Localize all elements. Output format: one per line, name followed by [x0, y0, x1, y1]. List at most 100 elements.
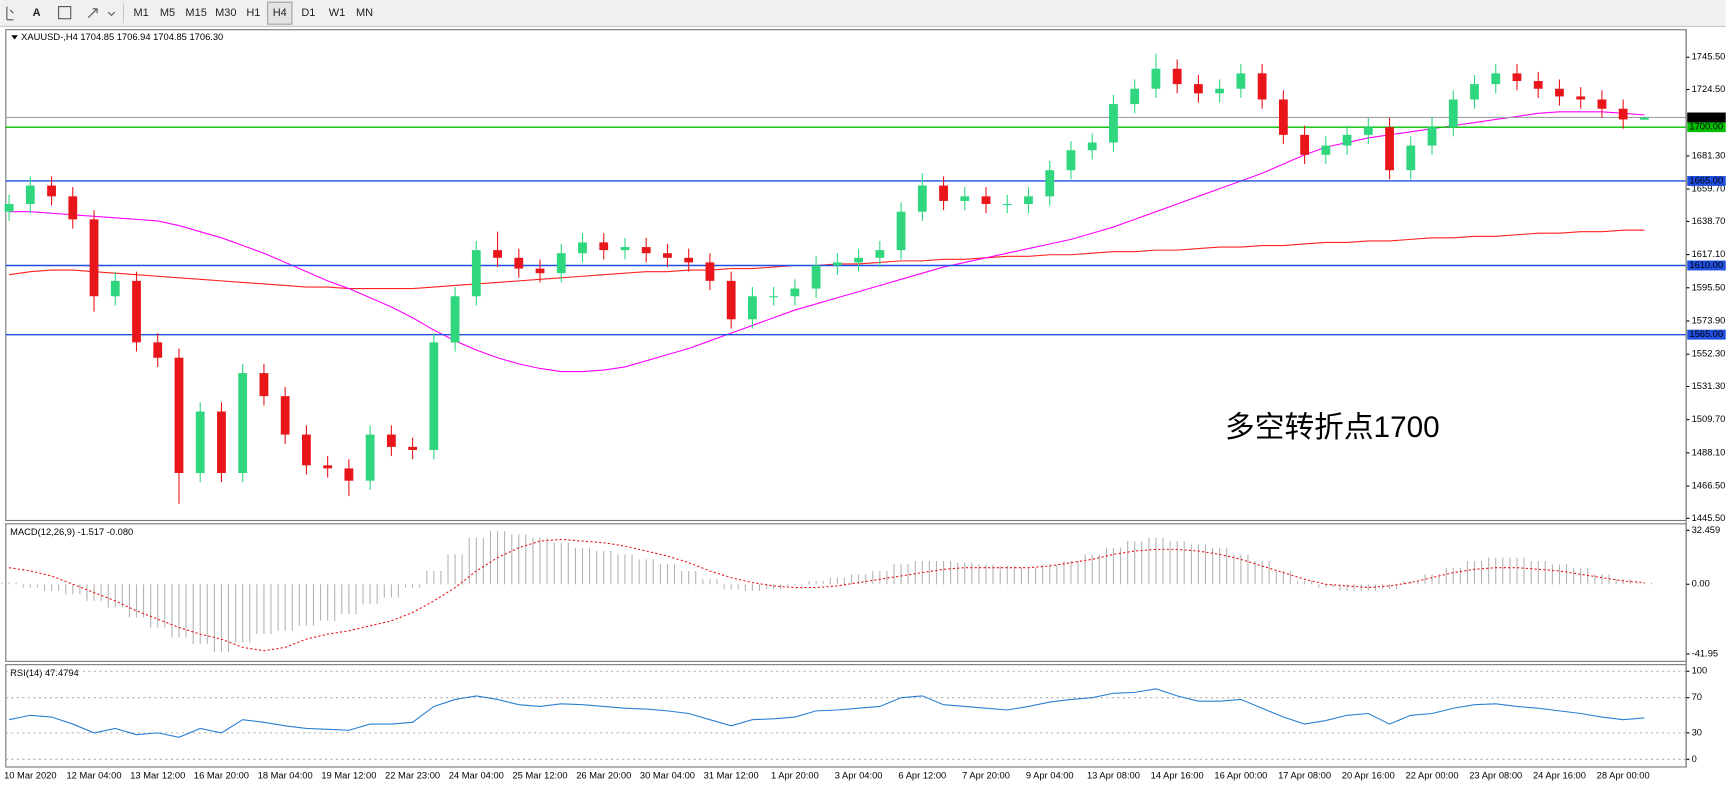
candle-body [1597, 99, 1607, 109]
x-tick-label: 17 Apr 08:00 [1278, 770, 1331, 780]
candle-body [896, 211, 906, 251]
candle-body [174, 357, 184, 474]
timeframe-button[interactable]: MN [356, 7, 373, 19]
candle-body [323, 465, 333, 469]
moving-average [9, 111, 1645, 373]
x-tick-label: 26 Mar 20:00 [576, 770, 631, 780]
candle-body [705, 262, 715, 281]
y-tick-label: 1638.70 [1692, 216, 1726, 226]
last-price-label: 1706.30 [1689, 112, 1723, 122]
y-tick-label: 32.459 [1692, 525, 1721, 535]
x-tick-label: 22 Apr 00:00 [1406, 770, 1459, 780]
candle-body [429, 342, 439, 450]
y-tick-label: 1488.10 [1692, 447, 1726, 457]
shapes-tool[interactable] [87, 8, 116, 18]
candle-body [1406, 145, 1416, 171]
timeframe-button[interactable]: H1 [246, 7, 260, 19]
x-tick-label: 9 Apr 04:00 [1026, 770, 1074, 780]
text-tool[interactable]: A [33, 7, 41, 19]
x-tick-label: 18 Mar 04:00 [258, 770, 313, 780]
candle-body [1448, 99, 1458, 128]
macd-title: MACD(12,26,9) -1.517 -0.080 [10, 527, 133, 537]
candle-body [471, 250, 481, 297]
x-tick-label: 7 Apr 20:00 [962, 770, 1010, 780]
y-tick-label: 1595.50 [1692, 282, 1726, 292]
y-tick-label: 0 [1692, 754, 1697, 764]
candle-body [1342, 134, 1352, 146]
candle-body [344, 468, 354, 481]
candle-body [365, 434, 375, 481]
x-tick-label: 30 Mar 04:00 [640, 770, 695, 780]
candle-body [132, 280, 141, 343]
collapse-arrow[interactable] [11, 35, 18, 40]
label-tool[interactable] [58, 6, 72, 20]
candle-body [1385, 127, 1394, 171]
candle-body [917, 185, 927, 212]
candle-body [811, 265, 821, 289]
y-tick-label: -41.95 [1692, 648, 1719, 658]
candle-body [684, 257, 694, 263]
candle-body [578, 242, 587, 254]
timeframe-button[interactable]: D1 [301, 7, 315, 19]
timeframe-button[interactable]: M1 [133, 7, 148, 19]
toolbar: A M1 M5 M15 M30 H1 H4 D1 W1 MN [0, 0, 1726, 27]
candle-body [769, 296, 779, 298]
candle-body [1640, 117, 1649, 120]
y-tick-label: 1573.90 [1692, 315, 1726, 325]
x-tick-label: 25 Mar 12:00 [512, 770, 567, 780]
candle-body [153, 342, 163, 358]
level-tag [1687, 122, 1726, 133]
candle-body [1024, 196, 1033, 205]
timeframe-button[interactable]: M15 [185, 7, 206, 19]
x-tick-label: 6 Apr 12:00 [898, 770, 946, 780]
timeframe-button[interactable]: W1 [329, 7, 345, 19]
candle-body [195, 411, 205, 474]
y-tick-label: 1659.70 [1692, 184, 1726, 194]
candle-body [1576, 96, 1586, 100]
x-tick-label: 16 Apr 00:00 [1214, 770, 1267, 780]
level-tag [1687, 329, 1726, 340]
y-tick-label: 1617.10 [1692, 249, 1726, 259]
crosshair-tool[interactable] [6, 6, 14, 21]
candle-body [47, 185, 56, 197]
timeframe-button[interactable]: H4 [273, 7, 287, 19]
candle-body [1555, 88, 1564, 97]
x-tick-label: 3 Apr 04:00 [835, 770, 883, 780]
x-tick-label: 24 Mar 04:00 [449, 770, 504, 780]
candle-body [514, 257, 524, 269]
x-tick-label: 20 Apr 16:00 [1342, 770, 1395, 780]
x-tick-label: 12 Mar 04:00 [66, 770, 121, 780]
candle-body [1194, 84, 1203, 94]
x-tick-label: 19 Mar 12:00 [321, 770, 376, 780]
level-tag [1687, 260, 1726, 271]
candle-body [302, 434, 311, 466]
chart-title: XAUUSD-,H4 1704.85 1706.94 1704.85 1706.… [21, 32, 223, 42]
x-tick-label: 14 Apr 16:00 [1151, 770, 1204, 780]
x-tick-label: 24 Apr 16:00 [1533, 770, 1586, 780]
timeframe-button[interactable]: M5 [160, 7, 175, 19]
candle-body [1512, 73, 1522, 82]
candle-body [1151, 68, 1161, 89]
candle-body [790, 288, 800, 297]
candle-body [556, 253, 566, 274]
candle-body [408, 446, 418, 450]
candle-body [1427, 127, 1437, 146]
candle-body [1470, 84, 1479, 100]
candle-body [1533, 81, 1543, 89]
candle-body [620, 247, 630, 251]
x-tick-label: 1 Apr 20:00 [771, 770, 819, 780]
candle-body [386, 434, 396, 447]
x-tick-label: 13 Apr 08:00 [1087, 770, 1140, 780]
y-tick-label: 1466.50 [1692, 481, 1726, 491]
candle-body [981, 196, 991, 205]
candle-body [259, 373, 269, 397]
candle-body [726, 280, 736, 320]
y-tick-label: 1531.30 [1692, 381, 1726, 391]
timeframe-button[interactable]: M30 [215, 7, 236, 19]
candle-body [217, 411, 226, 474]
level-label: 1665.00 [1689, 175, 1723, 185]
candle-body [875, 250, 885, 258]
y-tick-label: 1552.30 [1692, 349, 1726, 359]
